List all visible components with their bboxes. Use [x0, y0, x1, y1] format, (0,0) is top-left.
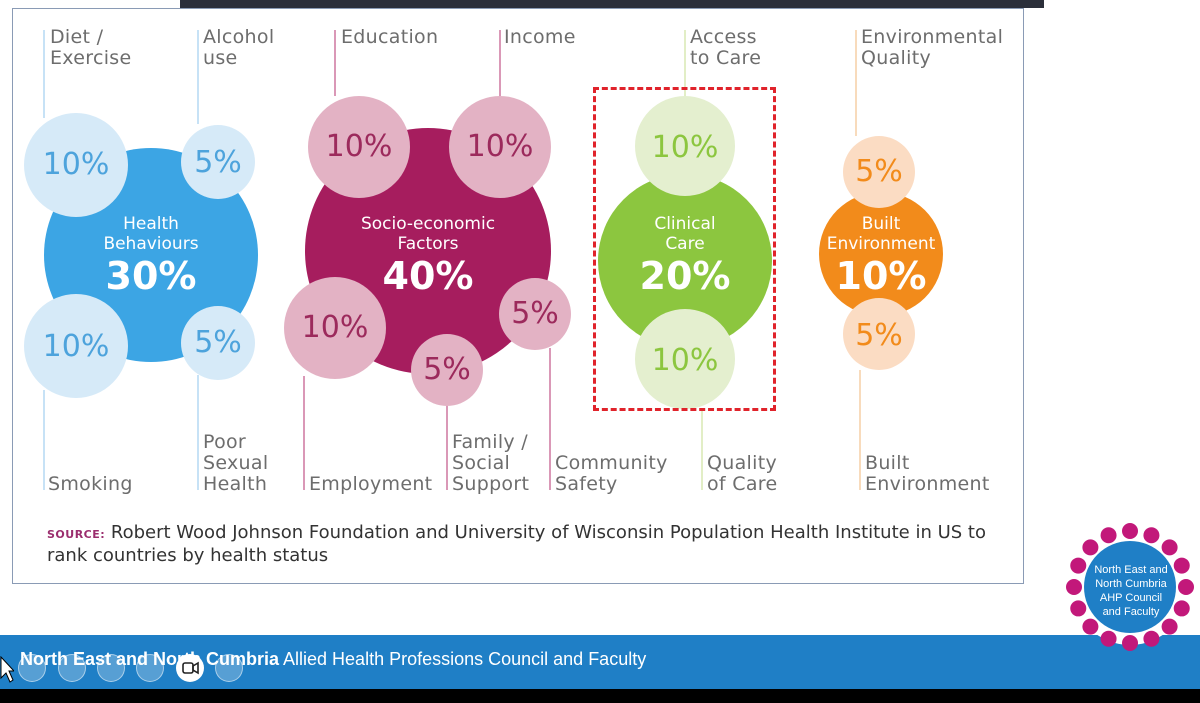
slides-icon[interactable] [136, 654, 164, 682]
source-text: Robert Wood Johnson Foundation and Unive… [47, 522, 986, 566]
family-support-label: Family / Social Support [452, 431, 530, 495]
logo-dot [1066, 579, 1082, 595]
more-icon[interactable] [215, 654, 243, 682]
logo-dot [1100, 630, 1117, 647]
community-safety-label: Community Safety [555, 452, 668, 495]
employment-label: Employment [309, 473, 433, 495]
clinical-care-label: Clinical Care [654, 214, 716, 254]
logo-dot [1082, 539, 1099, 556]
logo-dot [1178, 579, 1194, 595]
pages-icon[interactable] [58, 654, 86, 682]
built-env-sub-circle [843, 298, 915, 370]
smoking-label: Smoking [48, 473, 133, 495]
environmental-quality-value: 5% [855, 154, 903, 189]
video-icon[interactable] [176, 654, 204, 682]
logo-dot [1143, 527, 1160, 544]
source-tag: SOURCE: [47, 528, 106, 541]
family-support-circle [411, 334, 483, 406]
ahp-council-logo [1066, 523, 1194, 651]
access-to-care-value: 10% [651, 130, 719, 165]
income-label: Income [504, 26, 576, 48]
access-to-care-label: Access to Care [690, 26, 762, 69]
logo-dot [1100, 527, 1117, 544]
smoking-value: 10% [42, 329, 110, 364]
video-camera-glyph [182, 661, 199, 675]
income-value: 10% [466, 129, 534, 164]
logo-text: North East and North Cumbria AHP Council… [1094, 564, 1168, 618]
alcohol-use-label: Alcohol use [203, 26, 275, 69]
built-environment-main-circle [819, 192, 943, 316]
health-behaviours-value: 30% [105, 254, 197, 298]
environmental-quality-label: Environmental Quality [861, 26, 1004, 69]
employment-value: 10% [301, 310, 369, 345]
bottom-black-bar [0, 689, 1200, 703]
alcohol-use-value: 5% [194, 145, 242, 180]
education-circle [308, 96, 410, 198]
clinical-care-highlight-box [593, 87, 776, 411]
diet-exercise-value: 10% [42, 147, 110, 182]
employment-circle [284, 277, 386, 379]
income-circle [449, 96, 551, 198]
sexual-health-label: Poor Sexual Health [203, 431, 269, 495]
diet-exercise-label: Diet / Exercise [50, 26, 132, 69]
built-environment-value: 10% [835, 254, 927, 298]
logo-dot [1161, 618, 1178, 635]
community-safety-circle [499, 278, 571, 350]
logo-dot [1122, 635, 1138, 651]
logo-dot [1161, 539, 1178, 556]
logo-dot [1082, 618, 1099, 635]
built-environment-label: Built Environment [826, 214, 936, 254]
logo-dot [1173, 557, 1190, 574]
built-env-sub-value: 5% [855, 318, 903, 353]
built-environment-factor-label: Built Environment [865, 452, 990, 495]
pen-icon[interactable] [18, 654, 46, 682]
logo-dot [1070, 600, 1087, 617]
family-support-value: 5% [423, 352, 471, 387]
source-note: SOURCE: Robert Wood Johnson Foundation a… [47, 522, 1007, 566]
socio-economic-label: Socio-economic Factors [360, 214, 496, 254]
diet-exercise-circle [24, 113, 128, 217]
sexual-health-value: 5% [194, 325, 242, 360]
logo-dot [1173, 600, 1190, 617]
top-window-bar [180, 0, 1044, 8]
logo-dot [1122, 523, 1138, 539]
smoking-circle [24, 294, 128, 398]
education-label: Education [341, 26, 439, 48]
logo-dot [1070, 557, 1087, 574]
slide-frame [12, 8, 1024, 584]
quality-of-care-label: Quality of Care [707, 452, 778, 495]
health-behaviours-label: Health Behaviours [103, 214, 199, 254]
sexual-health-circle [181, 306, 255, 380]
quality-of-care-circle [635, 309, 735, 409]
environmental-quality-circle [843, 136, 915, 208]
community-safety-value: 5% [511, 296, 559, 331]
education-value: 10% [325, 129, 393, 164]
zoom-icon[interactable] [97, 654, 125, 682]
logo-dot [1143, 630, 1160, 647]
quality-of-care-value: 10% [651, 343, 719, 378]
mouse-cursor-icon [0, 656, 14, 683]
socio-economic-value: 40% [382, 254, 474, 298]
access-to-care-circle [635, 96, 735, 196]
clinical-care-value: 20% [639, 254, 731, 298]
footer-title-rest: Allied Health Professions Council and Fa… [279, 649, 647, 669]
alcohol-use-circle [181, 125, 255, 199]
